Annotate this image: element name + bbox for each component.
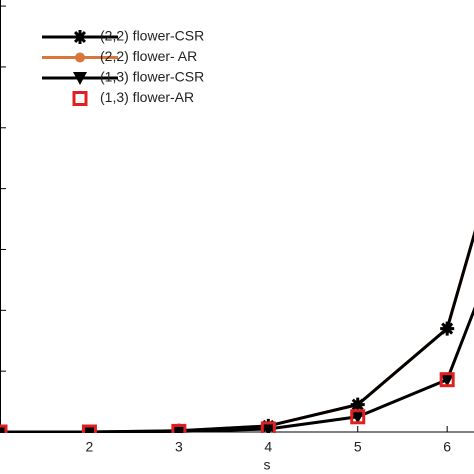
marker: [171, 423, 187, 433]
series-line: [0, 230, 474, 433]
marker: [82, 426, 97, 433]
marker: [440, 373, 455, 387]
x-axis-label: s: [264, 457, 271, 473]
plot-area: [0, 230, 474, 433]
legend-marker: [72, 91, 88, 106]
x-tick-label: 5: [354, 439, 362, 455]
x-tick-label: 3: [175, 439, 183, 455]
x-tick-label: 2: [86, 439, 94, 455]
legend-marker: [75, 52, 85, 63]
marker: [440, 321, 455, 336]
legend-label: (2,2) flower-CSR: [100, 28, 204, 44]
marker: [439, 372, 455, 388]
legend-label: (1,3) flower-AR: [100, 89, 194, 105]
x-tick-label: 6: [443, 439, 451, 455]
legend-marker: [73, 30, 87, 44]
marker: [350, 409, 366, 425]
marker: [81, 424, 97, 433]
legend-marker: [73, 72, 87, 85]
marker: [0, 424, 8, 433]
marker: [171, 425, 186, 433]
legend-label: (1,3) flower-CSR: [100, 69, 204, 85]
series-line: [0, 306, 474, 433]
series-line: [0, 230, 474, 433]
marker: [260, 421, 276, 433]
marker: [350, 397, 365, 412]
marker: [350, 410, 365, 424]
x-tick-label: 4: [264, 439, 272, 455]
marker: [261, 422, 276, 433]
legend-label: (2,2) flower- AR: [100, 48, 197, 64]
